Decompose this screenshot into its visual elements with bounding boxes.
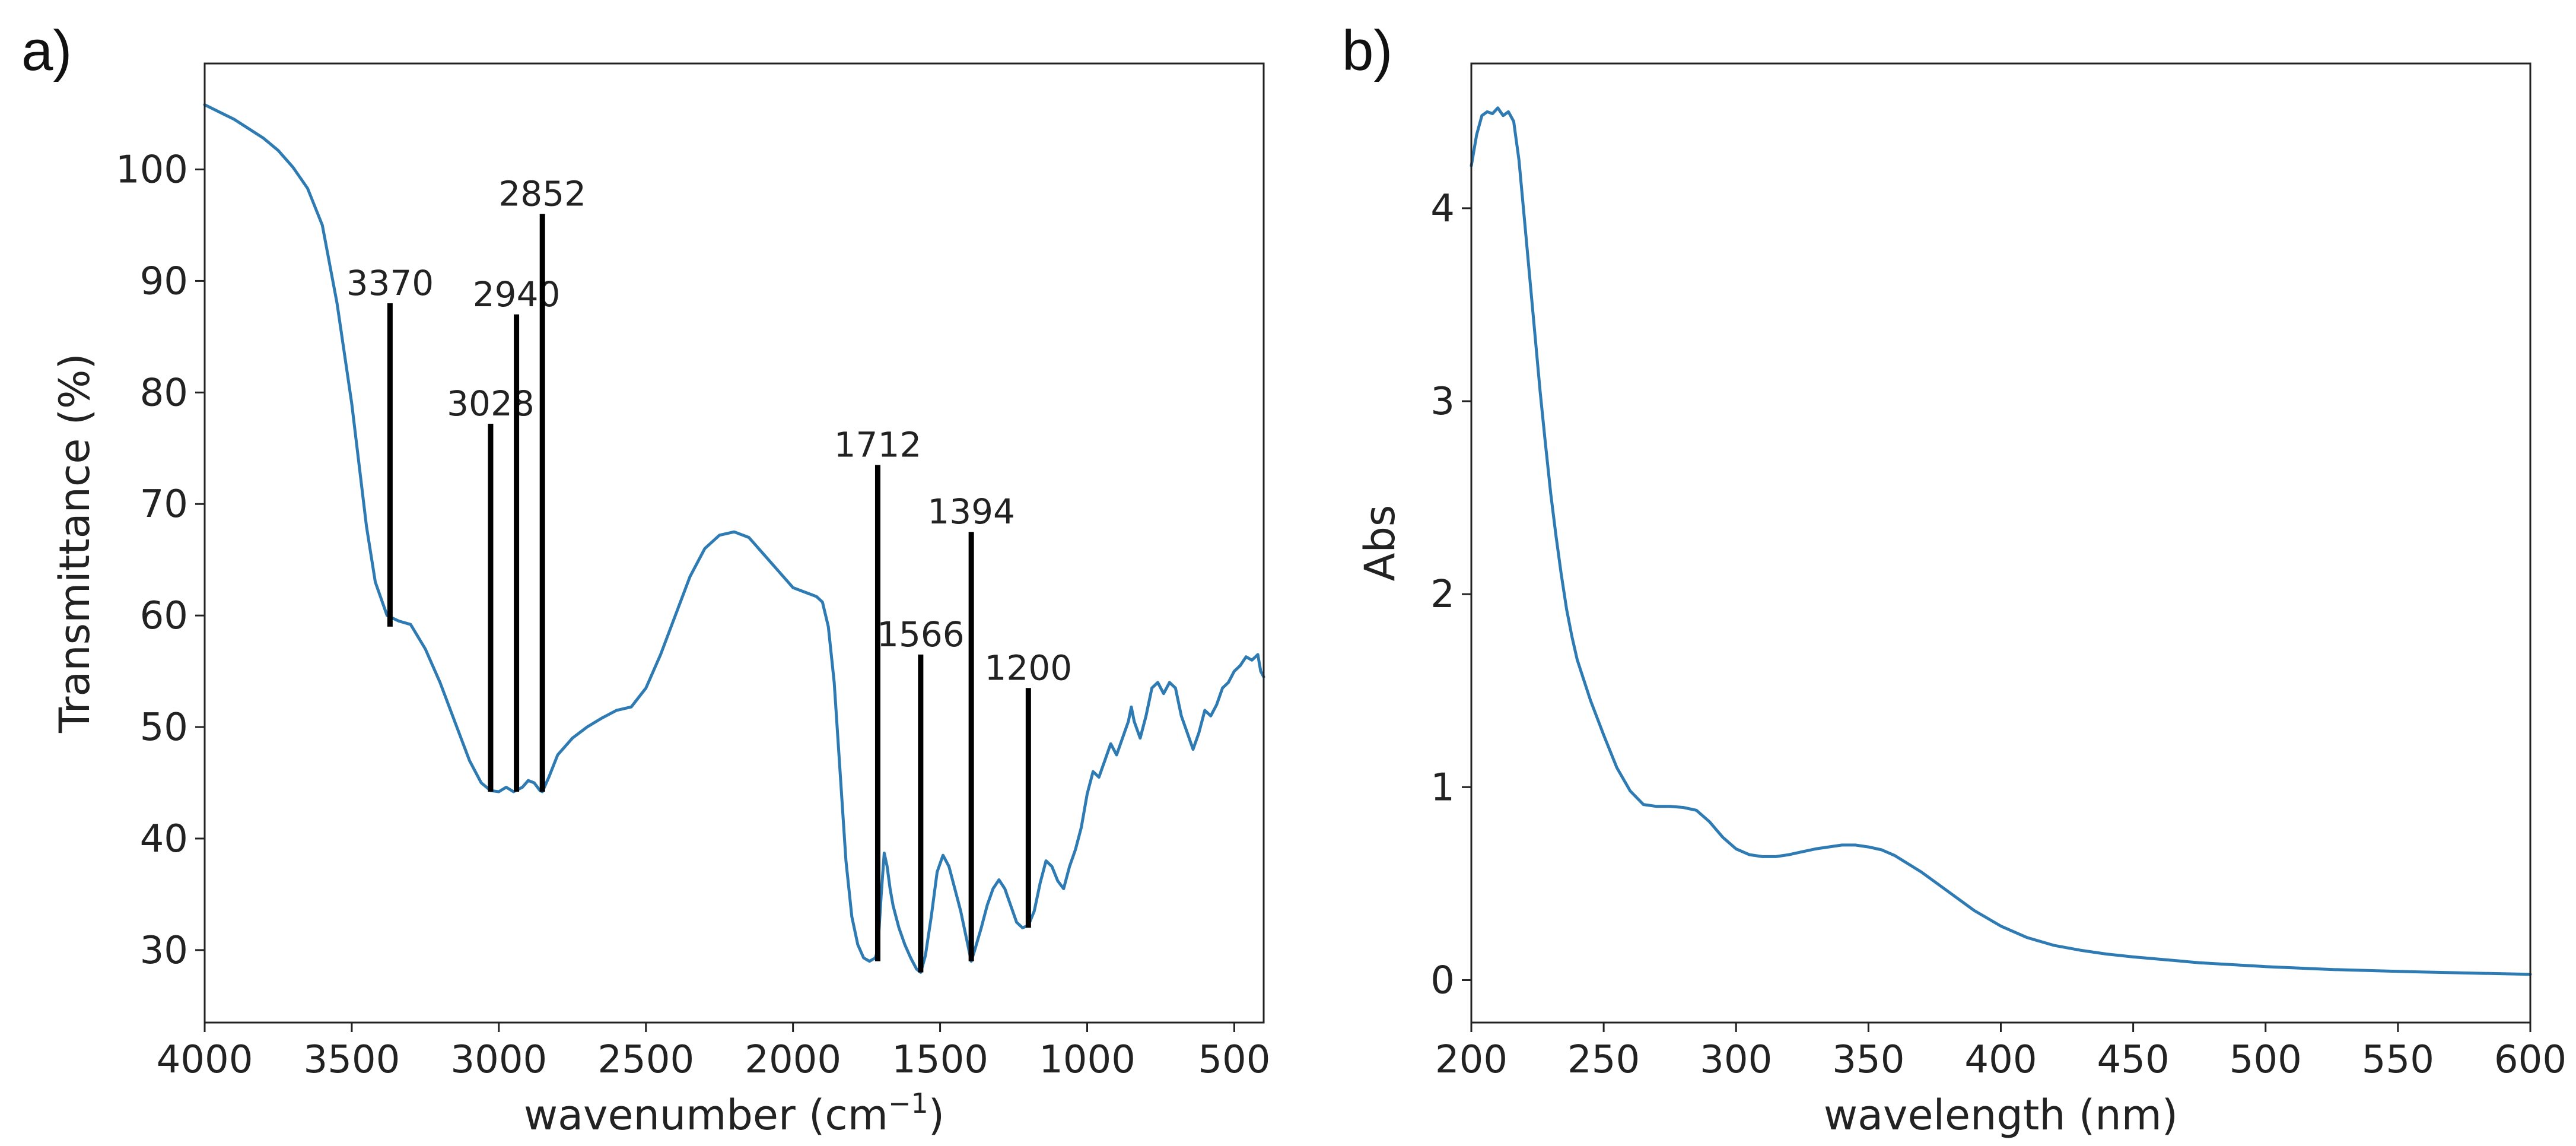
x-tick-label: 500 xyxy=(2230,1038,2302,1082)
panel-a-x-axis-label: wavenumber (cm−1) xyxy=(524,1087,944,1139)
x-tick-label: 500 xyxy=(1198,1038,1270,1082)
y-tick-label: 30 xyxy=(140,929,188,973)
x-tick-label: 600 xyxy=(2494,1038,2567,1082)
x-tick-label: 200 xyxy=(1435,1038,1508,1082)
panel-b-label: b) xyxy=(1342,19,1392,82)
panel-a-label: a) xyxy=(21,19,72,82)
panel-b-frame xyxy=(1470,62,2532,1024)
peak-label: 3370 xyxy=(346,263,434,303)
peak-label: 1394 xyxy=(927,491,1015,532)
y-tick-label: 1 xyxy=(1430,766,1455,809)
panel-b-x-axis-label: wavelength (nm) xyxy=(1824,1091,2178,1139)
peak-label: 1712 xyxy=(834,424,922,465)
y-tick-label: 70 xyxy=(140,482,188,526)
panel-b-y-axis-label: Abs xyxy=(1356,505,1404,582)
x-tick-label: 3000 xyxy=(450,1038,547,1082)
x-tick-label: 1500 xyxy=(892,1038,988,1082)
peak-label: 3028 xyxy=(447,383,535,424)
y-tick-label: 80 xyxy=(140,371,188,415)
y-tick-label: 50 xyxy=(140,706,188,750)
y-tick-label: 90 xyxy=(140,259,188,303)
x-tick-label: 2500 xyxy=(597,1038,694,1082)
y-tick-label: 4 xyxy=(1430,187,1455,231)
panel-b-ticks: 200 250 300 350 400 450 500 550 600 0 1 2 3 4 xyxy=(1430,187,2567,1082)
x-tick-label: 4000 xyxy=(157,1038,253,1082)
peak-markers: 3370 3028 2940 2852 1712 1566 1394 1200 xyxy=(346,174,1073,973)
panel-a-y-axis-label: Transmittance (%) xyxy=(50,353,99,734)
x-tick-label: 450 xyxy=(2097,1038,2170,1082)
y-tick-label: 40 xyxy=(140,817,188,861)
y-tick-label: 3 xyxy=(1430,380,1455,424)
y-tick-label: 100 xyxy=(116,148,188,192)
peak-label: 1566 xyxy=(877,614,965,655)
panel-a-frame xyxy=(203,62,1265,1024)
x-tick-label: 1000 xyxy=(1039,1038,1136,1082)
panel-a: a) 4000 3500 3000 2500 2000 1500 1000 500 30 40 50… xyxy=(21,19,1270,1139)
ftir-series-line xyxy=(203,103,1265,974)
x-tick-label: 350 xyxy=(1832,1038,1904,1082)
x-tick-label: 300 xyxy=(1700,1038,1772,1082)
x-tick-label: 2000 xyxy=(745,1038,841,1082)
x-tick-label: 550 xyxy=(2362,1038,2434,1082)
panel-a-ticks: 4000 3500 3000 2500 2000 1500 1000 500 30 40 50 60 7… xyxy=(116,148,1271,1082)
uvvis-series-line xyxy=(1470,106,2532,976)
y-tick-label: 60 xyxy=(140,594,188,638)
peak-label: 2940 xyxy=(473,274,561,315)
y-tick-label: 2 xyxy=(1430,573,1455,617)
y-tick-label: 0 xyxy=(1430,958,1455,1002)
peak-label: 1200 xyxy=(985,647,1073,688)
x-tick-label: 400 xyxy=(1964,1038,2037,1082)
x-tick-label: 250 xyxy=(1567,1038,1640,1082)
peak-label: 2852 xyxy=(498,174,586,214)
x-tick-label: 3500 xyxy=(303,1038,400,1082)
panel-b: b) 200 250 300 350 400 450 500 550 600 0 1 2 3 4 wave… xyxy=(1342,19,2567,1139)
